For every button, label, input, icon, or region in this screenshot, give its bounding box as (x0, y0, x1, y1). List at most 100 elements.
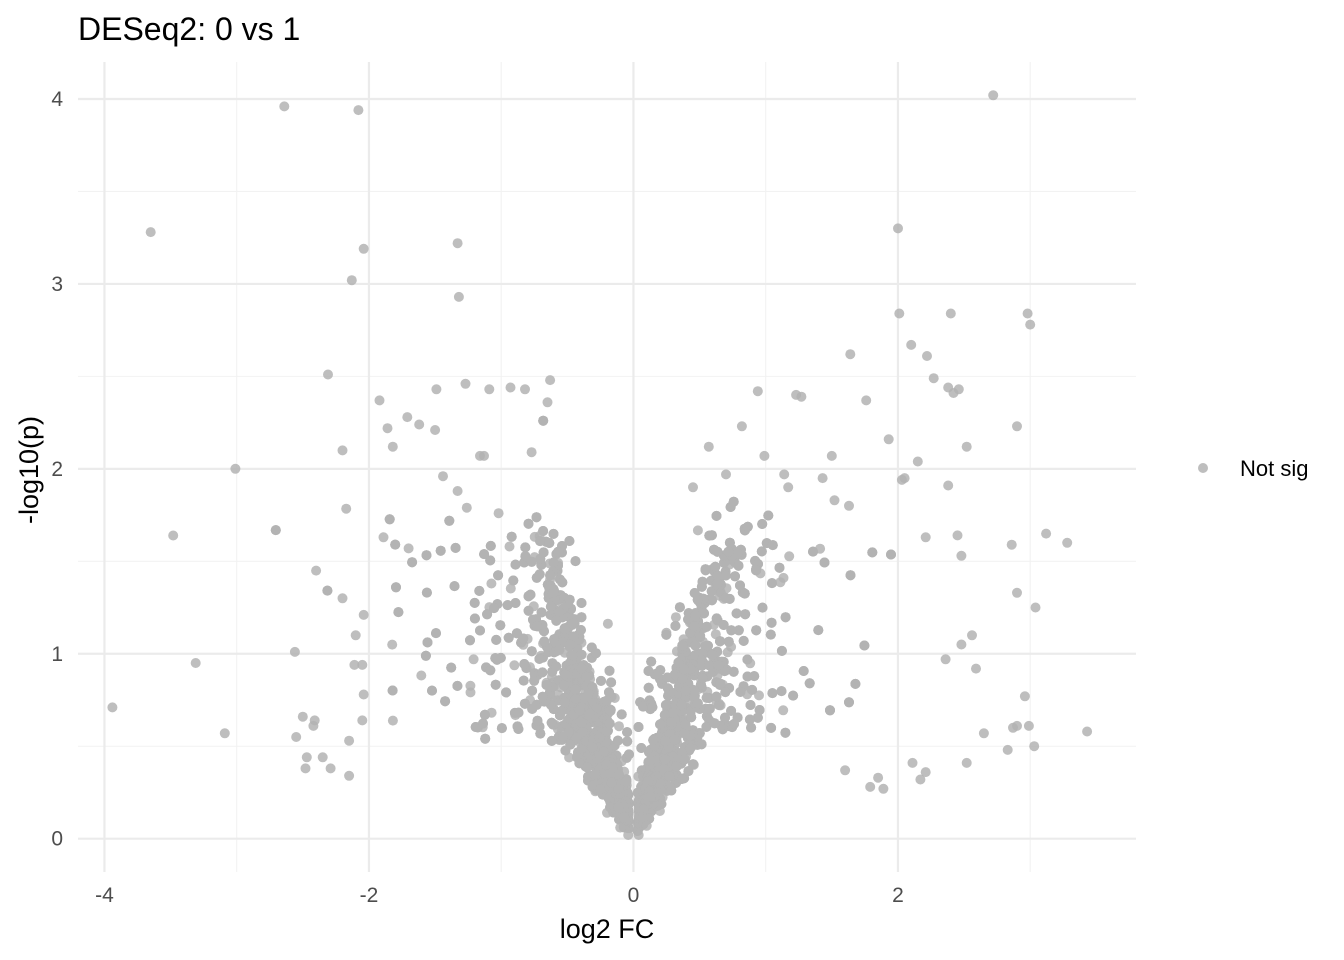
data-point (606, 777, 617, 788)
data-point (638, 701, 649, 712)
data-point (301, 752, 312, 763)
data-point (643, 666, 654, 676)
data-point (784, 551, 795, 562)
legend-marker-not-sig (1198, 463, 1208, 473)
data-point (747, 684, 758, 695)
data-point (1022, 308, 1033, 319)
x-axis-label: log2 FC (560, 914, 655, 944)
data-point (577, 726, 588, 737)
data-point (591, 648, 601, 659)
data-point (534, 569, 545, 580)
data-point (107, 702, 118, 713)
data-point (670, 669, 680, 680)
data-point (865, 781, 876, 792)
data-point (545, 375, 556, 386)
data-point (576, 612, 587, 623)
data-point (713, 660, 724, 671)
data-point (1041, 528, 1052, 539)
data-point (754, 690, 764, 701)
data-point (826, 450, 837, 461)
data-point (587, 742, 598, 753)
y-axis-label: -log10(p) (14, 416, 44, 524)
data-point (605, 706, 616, 716)
data-point (387, 715, 398, 726)
data-point (711, 613, 722, 624)
data-point (720, 570, 731, 581)
data-point (484, 384, 495, 395)
data-point (696, 581, 707, 592)
data-point (1023, 720, 1034, 731)
data-point (291, 732, 302, 742)
data-point (619, 812, 630, 823)
data-point (576, 598, 587, 608)
data-point (1082, 726, 1093, 737)
data-point (920, 532, 931, 543)
y-axis-ticks: 0 1 2 3 4 (51, 88, 63, 851)
data-point (513, 707, 524, 718)
data-point (554, 607, 565, 618)
data-point (570, 693, 581, 704)
data-point (584, 708, 595, 719)
data-point (845, 349, 856, 360)
data-point (660, 754, 671, 765)
data-point (735, 580, 745, 591)
data-point (920, 767, 931, 778)
data-point (502, 600, 513, 611)
data-point (482, 609, 493, 620)
data-point (541, 680, 552, 690)
data-point (535, 536, 546, 547)
data-point (510, 598, 521, 608)
data-point (427, 685, 437, 696)
data-point (440, 696, 451, 707)
data-point (915, 774, 926, 785)
data-point (616, 709, 627, 720)
data-point (297, 711, 308, 722)
data-point (575, 625, 586, 635)
data-point (742, 521, 753, 532)
data-point (825, 705, 835, 716)
data-point (387, 441, 398, 452)
data-point (450, 542, 461, 553)
data-point (840, 765, 851, 776)
data-point (804, 678, 815, 689)
data-point (731, 608, 742, 619)
data-point (519, 659, 530, 669)
data-point (520, 551, 531, 562)
data-point (565, 639, 576, 650)
data-point (780, 612, 791, 623)
data-point (570, 684, 581, 695)
data-point (720, 592, 731, 603)
data-point (704, 703, 715, 714)
data-point (542, 397, 553, 408)
data-point (819, 557, 830, 568)
data-point (679, 754, 690, 765)
data-point (337, 445, 348, 456)
data-point (652, 668, 663, 679)
data-point (676, 699, 687, 710)
data-point (961, 757, 972, 768)
data-point (956, 550, 967, 561)
data-point (486, 578, 497, 589)
data-point (523, 518, 534, 529)
data-point (601, 695, 612, 706)
data-point (907, 757, 918, 768)
data-point (948, 388, 959, 398)
data-point (474, 585, 485, 596)
data-point (606, 677, 617, 688)
data-point (696, 660, 707, 671)
data-point (230, 463, 241, 474)
data-point (661, 629, 672, 640)
data-point (613, 802, 624, 813)
data-point (480, 733, 491, 744)
data-point (479, 709, 490, 720)
data-point (604, 665, 615, 676)
data-point (765, 629, 776, 640)
data-point (565, 739, 576, 750)
data-point (461, 502, 472, 513)
data-point (460, 378, 471, 389)
data-point (553, 546, 564, 557)
data-point (736, 421, 747, 432)
data-point (730, 571, 740, 582)
data-point (518, 675, 529, 686)
data-point (468, 654, 479, 665)
